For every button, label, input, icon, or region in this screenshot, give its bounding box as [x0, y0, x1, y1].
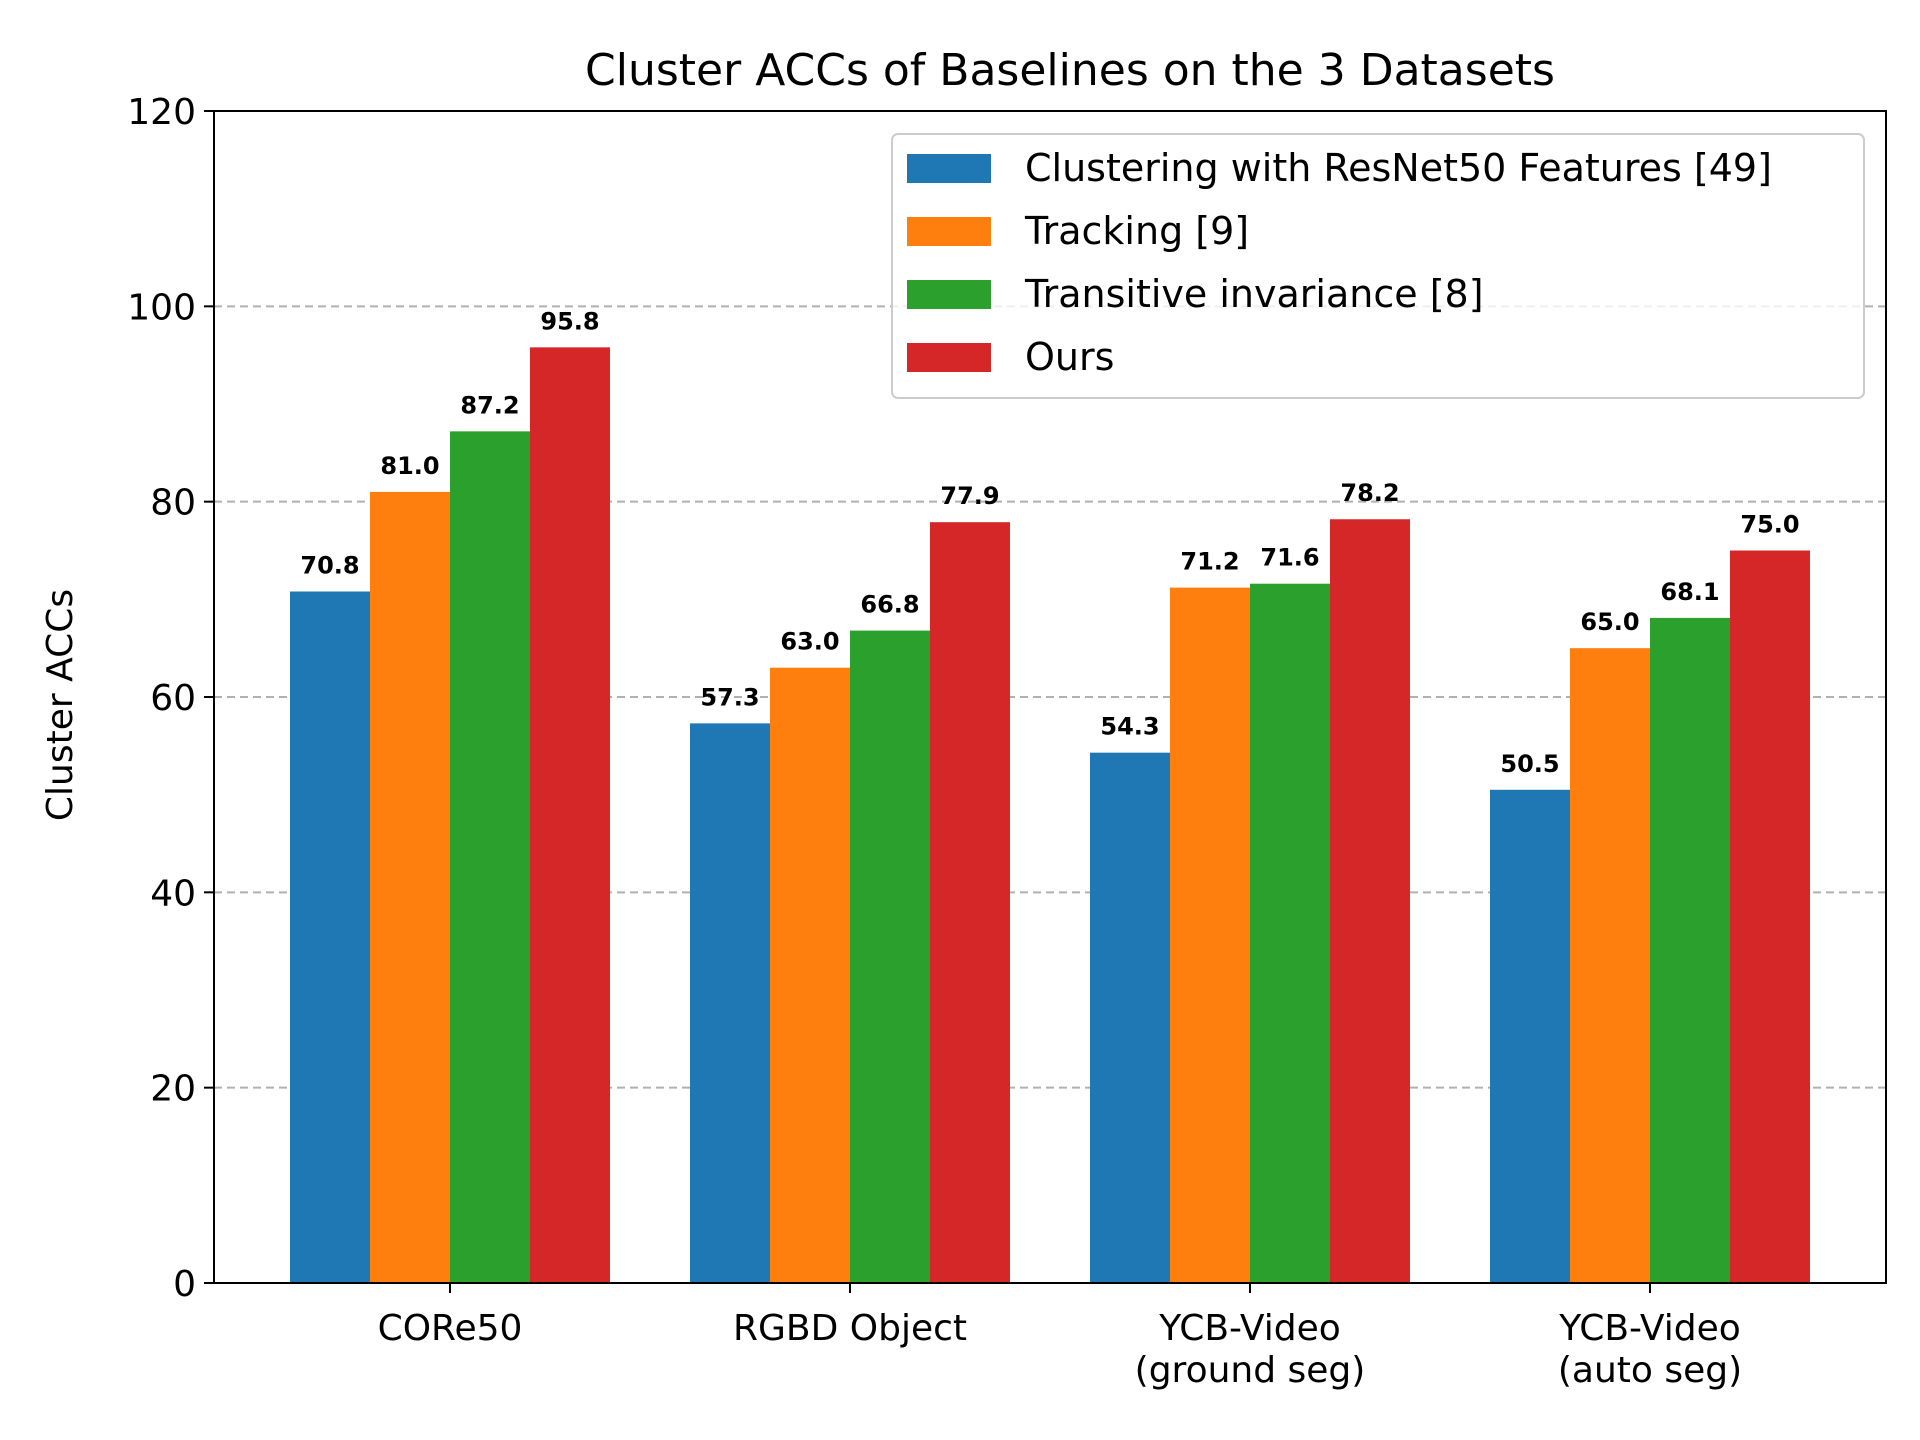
y-axis: 0 20 40 60 80 100 120: [127, 92, 214, 1305]
x-tick-label: RGBD Object: [733, 1308, 967, 1349]
bar: [1170, 587, 1250, 1283]
bar: [370, 491, 450, 1283]
bar: [1330, 519, 1410, 1283]
data-label: 68.1: [1660, 578, 1719, 606]
bar: [930, 522, 1010, 1283]
bar: [1250, 583, 1330, 1283]
bar: [1650, 617, 1730, 1283]
legend: Clustering with ResNet50 Features [49] Tr…: [891, 133, 1865, 399]
data-label: 66.8: [860, 591, 919, 619]
legend-label: Tracking [9]: [1024, 209, 1249, 253]
y-tick-label: 120: [127, 92, 196, 133]
x-tick-label-line: YCB-Video: [1558, 1308, 1741, 1349]
legend-label: Transitive invariance [8]: [1024, 272, 1484, 316]
legend-swatch: [907, 343, 991, 372]
bars: [290, 347, 1810, 1283]
x-tick-label-line: RGBD Object: [733, 1308, 967, 1349]
data-label: 57.3: [700, 683, 759, 711]
data-label: 71.6: [1260, 544, 1319, 572]
x-tick-label-line: YCB-Video: [1158, 1308, 1341, 1349]
bar: [450, 431, 530, 1283]
bar: [290, 591, 370, 1283]
bar: [1730, 550, 1810, 1283]
data-label: 75.0: [1740, 511, 1799, 539]
y-tick-label: 60: [150, 678, 196, 719]
bar: [1090, 752, 1170, 1283]
legend-swatch: [907, 154, 991, 183]
y-tick-label: 20: [150, 1069, 196, 1110]
data-label: 65.0: [1580, 608, 1639, 636]
y-tick-label: 80: [150, 483, 196, 524]
bar: [770, 667, 850, 1283]
chart-title: Cluster ACCs of Baselines on the 3 Datas…: [585, 45, 1555, 96]
data-label: 50.5: [1500, 750, 1559, 778]
bar: [1570, 648, 1650, 1283]
y-axis-label: Cluster ACCs: [40, 589, 81, 821]
data-label: 70.8: [300, 552, 359, 580]
y-tick-label: 100: [127, 287, 196, 328]
data-label: 63.0: [780, 628, 839, 656]
bar: [690, 723, 770, 1283]
data-label: 78.2: [1340, 479, 1399, 507]
data-label: 77.9: [940, 482, 999, 510]
bar: [850, 630, 930, 1283]
data-label: 87.2: [460, 391, 519, 419]
legend-label: Clustering with ResNet50 Features [49]: [1025, 146, 1772, 190]
legend-swatch: [907, 217, 991, 246]
y-tick-label: 40: [150, 873, 196, 914]
legend-swatch: [907, 280, 991, 309]
y-tick-label: 0: [173, 1264, 196, 1305]
data-label: 54.3: [1100, 713, 1159, 741]
bar: [1490, 789, 1570, 1283]
x-tick-label: YCB-Video (ground seg): [1135, 1308, 1366, 1391]
data-labels: 70.8 57.3 54.3 50.5 81.0 63.0 71.2 65.0 87.2 66.8…: [300, 307, 1799, 777]
x-tick-label-line: (ground seg): [1135, 1350, 1366, 1391]
data-label: 71.2: [1180, 548, 1239, 576]
legend-box: [891, 133, 1865, 399]
legend-label: Ours: [1025, 335, 1114, 379]
x-tick-label-line: CORe50: [378, 1308, 523, 1349]
x-tick-label: YCB-Video (auto seg): [1558, 1308, 1742, 1391]
x-tick-label-line: (auto seg): [1558, 1350, 1742, 1391]
bar: [530, 347, 610, 1283]
x-tick-label: CORe50: [378, 1308, 523, 1349]
x-axis: CORe50 RGBD Object YCB-Video (ground seg)YC…: [378, 1283, 1742, 1391]
data-label: 95.8: [540, 307, 599, 335]
data-label: 81.0: [380, 452, 439, 480]
